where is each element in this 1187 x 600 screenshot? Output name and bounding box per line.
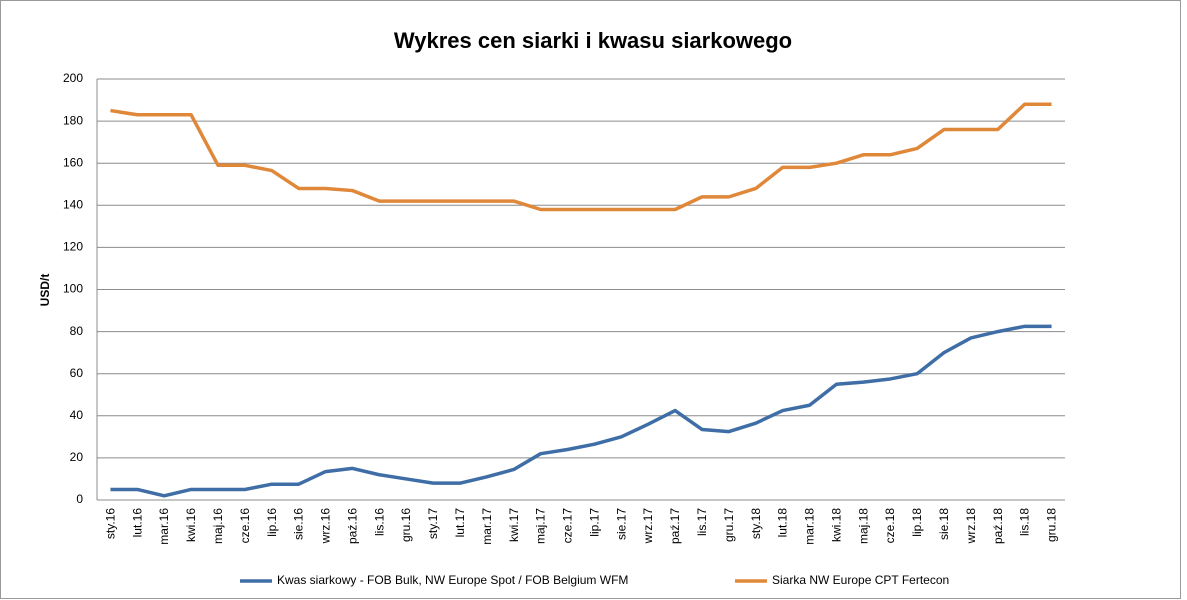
x-tick-label: gru.16 xyxy=(399,508,413,542)
y-tick-label: 180 xyxy=(63,113,83,127)
x-tick-label: cze.17 xyxy=(561,508,575,544)
y-axis-label: USD/t xyxy=(38,274,52,307)
x-tick-label: lut.16 xyxy=(130,508,144,538)
y-tick-label: 160 xyxy=(63,155,83,169)
x-tick-label: lut.18 xyxy=(776,508,790,538)
x-tick-label: gru.18 xyxy=(1045,508,1059,542)
x-tick-label: kwi.16 xyxy=(184,508,198,542)
legend-label: Kwas siarkowy - FOB Bulk, NW Europe Spot… xyxy=(277,573,628,587)
x-tick-label: lis.17 xyxy=(695,508,709,536)
x-tick-label: paź.18 xyxy=(991,508,1005,544)
x-tick-label: maj.16 xyxy=(211,508,225,544)
x-tick-label: maj.17 xyxy=(534,508,548,544)
x-tick-label: mar.17 xyxy=(480,508,494,545)
x-tick-label: sty.17 xyxy=(426,508,440,539)
series-line xyxy=(110,102,1052,212)
x-tick-label: lip.18 xyxy=(910,508,924,537)
x-tick-label: cze.16 xyxy=(238,508,252,544)
y-tick-label: 0 xyxy=(76,492,83,506)
x-tick-label: wrz.17 xyxy=(641,508,655,545)
legend-label: Siarka NW Europe CPT Fertecon xyxy=(772,573,949,587)
x-tick-label: lip.17 xyxy=(587,508,601,537)
x-tick-label: wrz.18 xyxy=(964,508,978,545)
x-tick-label: lis.18 xyxy=(1018,508,1032,536)
x-tick-label: sie.16 xyxy=(292,508,306,540)
x-tick-label: lis.16 xyxy=(372,508,386,536)
x-tick-label: lip.16 xyxy=(265,508,279,537)
x-tick-label: wrz.16 xyxy=(319,508,333,545)
y-tick-label: 20 xyxy=(70,450,84,464)
x-tick-label: mar.16 xyxy=(157,508,171,545)
x-tick-label: cze.18 xyxy=(883,508,897,544)
x-tick-label: paź.16 xyxy=(345,508,359,544)
series-line xyxy=(110,324,1052,498)
y-tick-label: 80 xyxy=(70,324,84,338)
y-tick-label: 40 xyxy=(70,408,84,422)
x-tick-label: kwi.18 xyxy=(829,508,843,542)
x-tick-label: paź.17 xyxy=(668,508,682,544)
x-tick-label: sie.17 xyxy=(614,508,628,540)
x-tick-label: mar.18 xyxy=(803,508,817,545)
chart-title: Wykres cen siarki i kwasu siarkowego xyxy=(394,28,792,53)
x-tick-label: sty.18 xyxy=(749,508,763,539)
y-tick-label: 60 xyxy=(70,366,84,380)
x-tick-label: kwi.17 xyxy=(507,508,521,542)
x-tick-label: sty.16 xyxy=(103,508,117,539)
x-tick-label: gru.17 xyxy=(722,508,736,542)
x-tick-label: sie.18 xyxy=(937,508,951,540)
x-tick-label: maj.18 xyxy=(856,508,870,544)
y-tick-label: 140 xyxy=(63,197,83,211)
y-tick-label: 200 xyxy=(63,71,83,85)
y-tick-label: 100 xyxy=(63,282,83,296)
x-tick-label: lut.17 xyxy=(453,508,467,538)
y-tick-label: 120 xyxy=(63,240,83,254)
